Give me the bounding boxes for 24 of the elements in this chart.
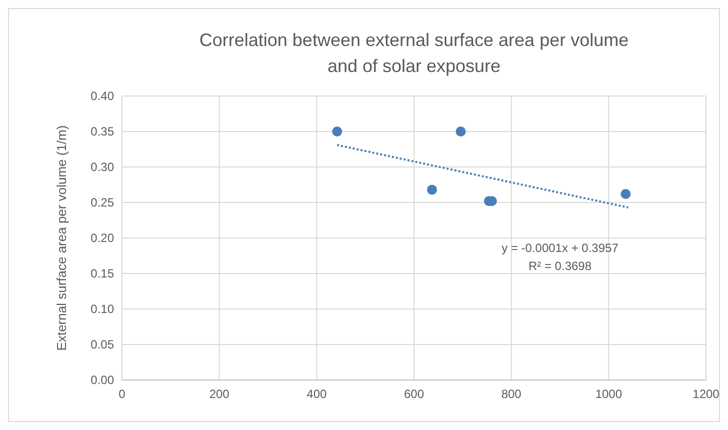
y-tick-label: 0.35 [90, 124, 114, 139]
y-axis-title: External surface area per volume (1/m) [54, 125, 69, 351]
point [456, 126, 466, 136]
y-tick-label: 0.30 [90, 160, 114, 174]
x-tick-label: 800 [501, 387, 522, 401]
x-tick-label: 1000 [595, 387, 622, 401]
x-tick-label: 600 [404, 387, 424, 401]
y-tick-label: 0.00 [90, 373, 114, 388]
y-tick-label: 0.10 [90, 302, 114, 316]
point [427, 184, 438, 195]
y-tick-label: 0.15 [90, 266, 114, 281]
y-tick-label: 0.20 [90, 231, 114, 246]
annotation: R² = 0.3698 [528, 259, 592, 274]
x-tick-label: 200 [209, 387, 230, 401]
annotation: y = -0.0001x + 0.3957 [502, 241, 619, 256]
x-tick-label: 0 [118, 387, 126, 401]
point [620, 188, 631, 199]
y-tick-label: 0.05 [90, 338, 114, 352]
point [332, 126, 342, 136]
y-tick-label: 0.25 [90, 196, 114, 210]
x-tick-label: 400 [306, 387, 327, 401]
y-tick-label: 0.40 [90, 89, 114, 104]
x-tick-label: 1200 [692, 387, 720, 401]
chart-title: Correlation between external surface area per volume and of solar exposure [199, 30, 629, 76]
